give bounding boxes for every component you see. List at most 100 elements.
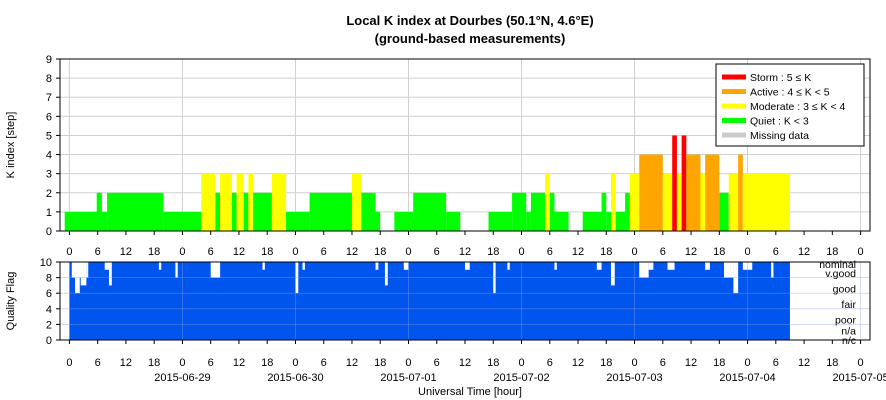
date-label: 2015-07-05 [832, 372, 886, 384]
quality-flag-dip [108, 262, 112, 286]
date-label: 2015-06-30 [267, 372, 323, 384]
k-x-tick-label: 0 [179, 246, 185, 258]
q-x-tick-label: 0 [66, 357, 72, 369]
q-x-tick-label: 0 [631, 357, 637, 369]
k-index-y-axis-label: K index [step] [5, 112, 17, 179]
q-x-tick-label: 18 [826, 357, 838, 369]
q-x-tick-label: 12 [459, 357, 471, 369]
quality-level-label: poor [835, 315, 857, 327]
k-index-bar [686, 154, 701, 231]
k-index-bar [446, 211, 461, 231]
k-x-tick-label: 12 [685, 246, 697, 258]
k-index-bar [601, 192, 607, 231]
k-index-bar [681, 135, 687, 231]
quality-level-label: good [833, 284, 857, 296]
k-index-bar [676, 173, 682, 231]
k-x-tick-label: 6 [321, 246, 327, 258]
k-x-tick-label: 12 [120, 246, 132, 258]
quality-flag-dip [86, 262, 89, 278]
q-x-tick-label: 12 [685, 357, 697, 369]
k-x-tick-label: 6 [95, 246, 101, 258]
k-index-bar [629, 173, 640, 231]
k-index-bar [163, 211, 202, 231]
k-x-tick-label: 0 [858, 246, 864, 258]
k-x-tick-label: 18 [487, 246, 499, 258]
legend-label: Active : 4 ≤ K < 5 [750, 87, 830, 99]
k-index-bar [375, 211, 381, 231]
k-index-bar [92, 211, 97, 231]
k-x-tick-label: 0 [518, 246, 524, 258]
k-index-bar [253, 192, 272, 231]
k-index-bar [700, 173, 706, 231]
quality-flag-dip [375, 262, 379, 270]
chart-subtitle: (ground-based measurements) [375, 31, 566, 46]
k-y-tick-label: 8 [46, 73, 52, 85]
quality-flag-dip [648, 262, 654, 270]
quality-flag-dip [771, 262, 774, 278]
k-index-bar [526, 211, 531, 231]
k-index-bar [615, 211, 626, 231]
q-x-tick-label: 6 [208, 357, 214, 369]
quality-flag-area [69, 262, 790, 340]
x-axis-label: Universal Time [hour] [418, 386, 522, 398]
quality-flag-dip [507, 262, 510, 270]
q-x-tick-label: 18 [261, 357, 273, 369]
quality-flag-dip [705, 262, 710, 270]
k-index-bar [215, 192, 221, 231]
chart-title: Local K index at Dourbes (50.1°N, 4.6°E) [346, 13, 593, 28]
legend-label: Storm : 5 ≤ K [750, 72, 811, 84]
quality-flag-dip [158, 262, 162, 270]
k-index-bar [530, 192, 546, 231]
quality-flag-dip [724, 262, 734, 278]
k-y-tick-label: 5 [46, 130, 52, 142]
q-x-tick-label: 6 [547, 357, 553, 369]
k-x-tick-label: 0 [66, 246, 72, 258]
quality-flag-dip [610, 262, 615, 286]
k-x-tick-label: 18 [148, 246, 160, 258]
k-x-tick-label: 0 [744, 246, 750, 258]
k-index-bar [545, 173, 550, 231]
k-x-tick-label: 18 [713, 246, 725, 258]
k-index-bar [286, 211, 310, 231]
q-x-tick-label: 6 [95, 357, 101, 369]
k-x-tick-label: 12 [346, 246, 358, 258]
k-x-tick-label: 0 [405, 246, 411, 258]
k-index-bar [361, 192, 376, 231]
k-index-bar [582, 211, 602, 231]
q-y-tick-label: 10 [40, 257, 52, 269]
k-index-bar [96, 192, 102, 231]
k-index-bar [236, 173, 244, 231]
q-y-tick-label: 8 [46, 273, 52, 285]
quality-flag-dip [175, 262, 178, 278]
k-index-bar [639, 154, 663, 231]
k-index-bar [742, 173, 790, 231]
date-label: 2015-07-03 [606, 372, 662, 384]
quality-level-label: fair [841, 299, 856, 311]
q-x-tick-label: 0 [292, 357, 298, 369]
quality-flag-dip [384, 262, 388, 286]
quality-level-label: v.good [825, 268, 856, 280]
k-index-bar [625, 192, 630, 231]
q-x-tick-label: 0 [405, 357, 411, 369]
quality-flag-dip [667, 262, 675, 270]
q-x-tick-label: 6 [434, 357, 440, 369]
k-index-bar [512, 192, 527, 231]
quality-level-label: n/a [841, 326, 856, 338]
quality-flag-dip [554, 262, 557, 270]
q-y-tick-label: 6 [46, 288, 52, 300]
k-x-tick-label: 12 [459, 246, 471, 258]
k-index-bar [271, 173, 287, 231]
legend-label: Moderate : 3 ≤ K < 4 [750, 101, 846, 113]
k-y-tick-label: 7 [46, 92, 52, 104]
q-x-tick-label: 12 [798, 357, 810, 369]
q-x-tick-label: 0 [518, 357, 524, 369]
k-index-bar [738, 154, 743, 231]
q-x-tick-label: 12 [346, 357, 358, 369]
k-y-tick-label: 3 [46, 169, 52, 181]
k-index-bar [672, 135, 677, 231]
quality-flag-y-axis-label: Quality Flag [5, 272, 17, 331]
quality-flag-dip [596, 262, 602, 270]
k-index-bar [351, 173, 362, 231]
k-y-tick-label: 4 [46, 150, 52, 162]
